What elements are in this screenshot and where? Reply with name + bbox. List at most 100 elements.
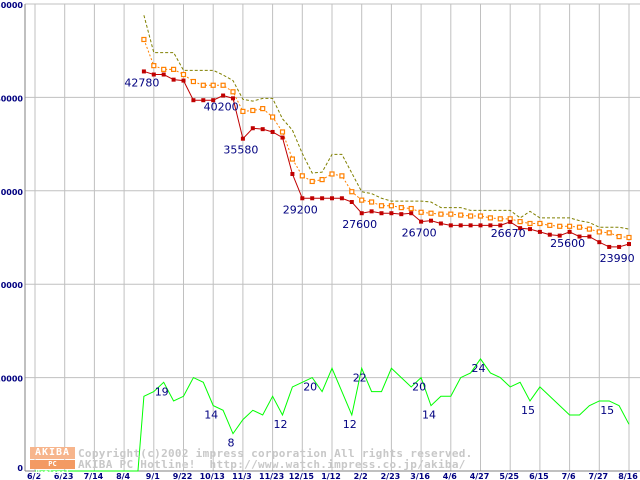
point-min [320,196,325,201]
point-min [270,129,275,134]
data-label-shops: 20 [412,381,426,394]
point-average [260,106,266,112]
y-tick-label: 50000 [0,1,23,10]
y-tick-label: 40000 [0,94,23,103]
point-min [597,240,602,245]
point-average [161,66,167,72]
data-label-min: 25600 [550,237,585,250]
point-min [409,211,414,216]
point-average [378,203,385,209]
point-min [171,77,176,82]
point-min [330,196,334,201]
x-tick-label: 9/1 [146,472,160,480]
point-average [180,71,187,78]
x-tick-label: 6/2 [27,472,41,480]
point-average [349,189,355,195]
y-tick-label: 30000 [0,188,23,197]
point-average [487,215,493,221]
point-min [567,229,572,234]
point-min [488,223,493,228]
data-label-shops: 22 [353,371,367,384]
data-label-shops: 15 [521,404,535,417]
point-average [557,223,563,229]
point-average [448,211,454,217]
x-tick-label: 9/22 [173,472,193,480]
point-average [398,205,404,211]
point-average [428,210,434,216]
point-average [606,230,612,236]
point-average [141,36,147,43]
data-label-min: 27600 [342,218,377,231]
point-average [408,205,414,212]
data-label-min: 26670 [491,227,526,240]
point-min [201,98,206,103]
point-min [211,98,216,103]
data-label-shops: 14 [422,409,436,422]
akiba-logo: AKIBA PC Hotline! [30,447,75,477]
point-min [429,218,433,223]
point-min [161,72,166,77]
point-average [171,66,177,72]
y-tick-label: 0 [17,464,23,473]
point-min [240,136,245,141]
data-label-min: 29200 [283,203,318,216]
point-average [468,213,474,219]
data-label-shops: 12 [343,418,357,431]
point-min [587,234,592,239]
data-label-shops: 19 [155,385,169,398]
point-average [210,82,216,88]
point-average [230,89,236,95]
point-min [339,196,344,201]
point-average [537,220,543,227]
data-label-min: 23990 [600,252,635,265]
point-average [527,220,533,227]
copyright-watermark: Copyright(c)2002 impress corporation All… [78,447,473,460]
x-tick-label: 10/13 [200,472,225,480]
point-min [310,196,315,201]
x-tick-label: 8/16 [618,472,638,480]
point-min [617,244,622,249]
series-line-average [143,39,630,238]
point-average [299,173,305,179]
point-min [448,223,453,228]
point-min [369,209,374,214]
point-min [250,126,255,131]
point-average [339,173,345,179]
point-average [547,222,553,228]
point-average [270,114,276,120]
data-label-shops: 14 [204,409,218,422]
point-min [478,223,483,228]
point-min [191,98,196,103]
point-min [627,242,631,247]
point-min [537,229,542,234]
data-label-min: 42780 [124,76,159,89]
point-min [221,93,226,98]
x-tick-label: 11/23 [259,472,284,480]
data-label-min: 35580 [223,144,258,157]
point-min [151,72,156,77]
point-average [438,211,444,217]
x-tick-label: 4/27 [470,472,490,480]
point-min [141,69,146,74]
url-watermark: AKIBA PC Hotline! http://www.watch.impre… [78,458,466,471]
point-average [388,203,394,209]
point-average [626,234,632,241]
point-min [577,234,582,239]
point-average [200,82,206,88]
point-average [190,78,196,85]
point-min [349,200,354,205]
point-min [607,244,612,249]
point-average [369,199,375,205]
data-label-min: 40200 [204,101,239,114]
logo-akiba: AKIBA [30,447,75,459]
x-tick-label: 3/16 [410,472,430,480]
point-min [181,78,186,83]
point-average [616,233,622,240]
point-min [290,171,295,176]
point-average [319,176,325,183]
data-label-shops: 20 [303,381,317,394]
point-average [497,216,503,222]
point-average [279,129,286,135]
logo-pc-hotline: PC Hotline! [30,460,75,477]
